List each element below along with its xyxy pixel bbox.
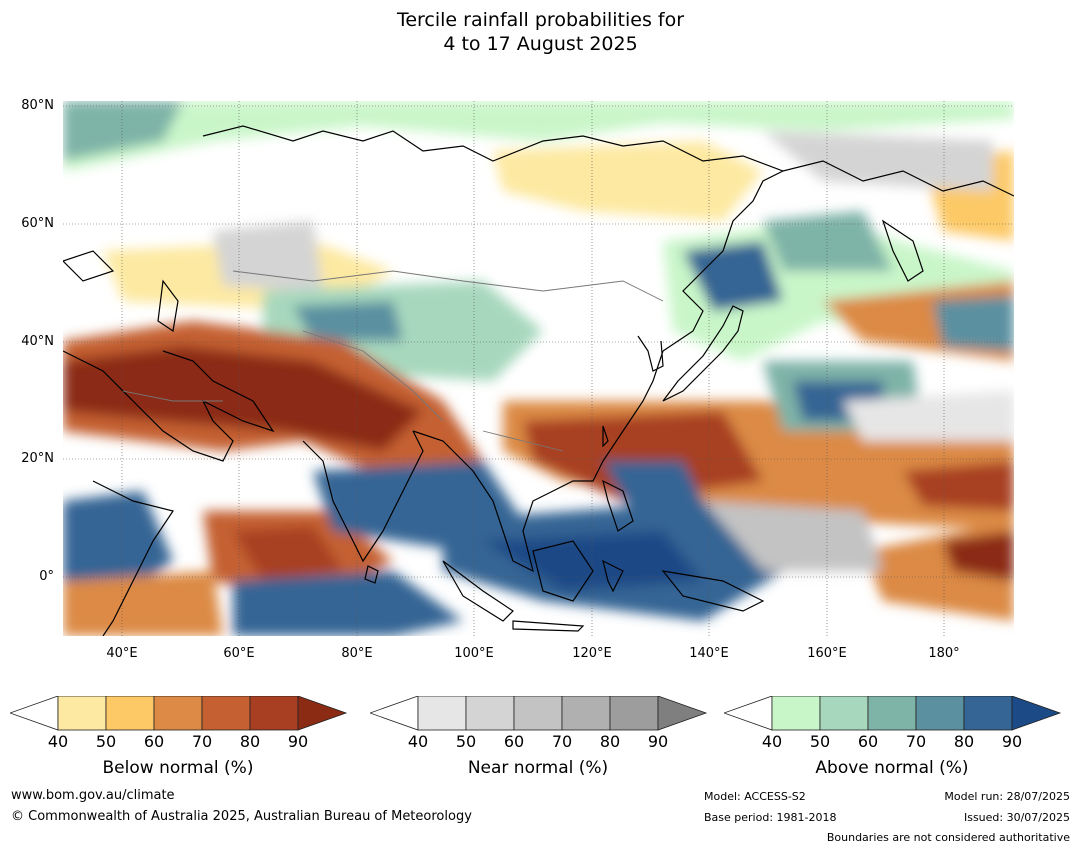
cbar2-swatch-6 [1011,695,1062,731]
cbar1-swatch-0 [368,695,419,731]
cbar0-swatch-3 [153,695,203,731]
base-period-text: Base period: 1981-2018 [704,811,837,824]
cbar2-swatch-5 [963,695,1013,731]
cbar0-tick-2: 60 [143,732,165,751]
cbar0-swatch-4 [201,695,251,731]
chart-title: Tercile rainfall probabilities for 4 to … [0,8,1081,56]
cbar1-swatch-1 [417,695,467,731]
copyright-text: © Commonwealth of Australia 2025, Austra… [11,809,472,824]
lon-label-120e: 120°E [572,646,612,661]
country-borders [122,270,664,452]
cbar2-swatch-2 [819,695,869,731]
colorbar-below-swatches [8,695,348,731]
colorbar-above-swatches [722,695,1062,731]
cbar1-swatch-6 [657,695,708,731]
cbar0-swatch-2 [105,695,155,731]
lon-label-160e: 160°E [807,646,847,661]
cbar1-swatch-3 [513,695,563,731]
rainfall-probability-map [63,101,1014,636]
cbar1-tick-0: 40 [407,732,429,751]
cbar0-tick-1: 50 [95,732,117,751]
lat-label-80n: 80°N [21,98,54,113]
issued-text: Issued: 30/07/2025 [963,811,1070,824]
cbar1-tick-2: 60 [503,732,525,751]
cbar2-swatch-1 [771,695,821,731]
probability-field [63,101,1014,636]
lon-label-80e: 80°E [341,646,373,661]
colorbar-below-normal [8,695,350,736]
cbar2-swatch-4 [915,695,965,731]
colorbar-near-title: Near normal (%) [467,758,609,778]
cbar2-swatch-3 [867,695,917,731]
lon-label-60e: 60°E [223,646,255,661]
lat-label-60n: 60°N [21,216,54,231]
model-run-text: Model run: 28/07/2025 [944,790,1070,803]
title-line-2: 4 to 17 August 2025 [443,33,638,55]
cbar1-tick-4: 80 [599,732,621,751]
cbar1-tick-3: 70 [551,732,573,751]
cbar2-tick-2: 60 [857,732,879,751]
cbar0-swatch-1 [57,695,107,731]
cbar0-swatch-0 [8,695,59,731]
colorbar-below-title: Below normal (%) [102,758,254,778]
cbar0-swatch-5 [249,695,299,731]
colorbar-above-normal [722,695,1064,736]
colorbar-near-normal [368,695,710,736]
disclaimer-text: Boundaries are not considered authoritat… [826,831,1070,844]
lon-label-100e: 100°E [454,646,494,661]
cbar2-tick-3: 70 [905,732,927,751]
colorbar-above-title: Above normal (%) [815,758,969,778]
cbar0-swatch-6 [297,695,348,731]
website-link[interactable]: www.bom.gov.au/climate [11,788,175,803]
cbar0-tick-5: 90 [287,732,309,751]
cbar1-swatch-2 [465,695,515,731]
lon-label-180: 180° [928,646,960,661]
gridlines [63,101,1014,636]
cbar2-tick-4: 80 [953,732,975,751]
lat-label-40n: 40°N [21,334,54,349]
model-text: Model: ACCESS-S2 [704,790,806,803]
cbar0-tick-4: 80 [239,732,261,751]
cbar2-tick-5: 90 [1001,732,1023,751]
cbar0-tick-3: 70 [191,732,213,751]
cbar2-tick-0: 40 [761,732,783,751]
cbar0-tick-0: 40 [47,732,69,751]
title-line-1: Tercile rainfall probabilities for [396,9,685,31]
cbar1-swatch-4 [561,695,611,731]
cbar2-tick-1: 50 [809,732,831,751]
cbar2-swatch-0 [722,695,773,731]
cbar1-swatch-5 [609,695,659,731]
colorbar-near-swatches [368,695,708,731]
lat-label-20n: 20°N [21,451,54,466]
lat-label-0: 0° [39,569,54,584]
cbar1-tick-1: 50 [455,732,477,751]
lon-label-40e: 40°E [106,646,138,661]
cbar1-tick-5: 90 [647,732,669,751]
lon-label-140e: 140°E [689,646,729,661]
coastlines [63,125,1014,636]
